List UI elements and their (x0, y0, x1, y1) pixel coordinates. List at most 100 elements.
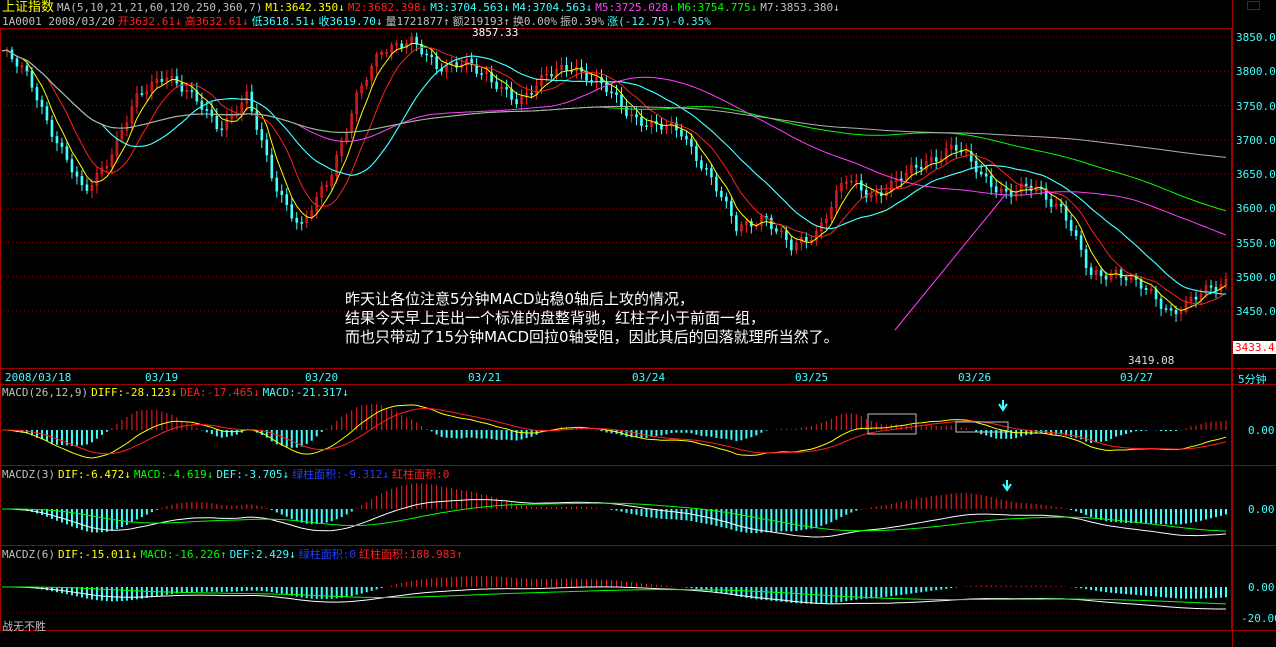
date-tick: 03/25 (795, 371, 829, 384)
candle-body (705, 167, 708, 170)
candle-body (979, 171, 983, 175)
candle-body (190, 90, 194, 92)
candle-body (300, 222, 304, 224)
candle-body (1059, 204, 1063, 207)
candle-body (745, 221, 748, 226)
candle-body (1019, 183, 1023, 193)
candle-body (974, 160, 978, 173)
candle-body (645, 125, 648, 127)
highlight-box (867, 413, 917, 435)
macdz6-dif-line (1, 586, 1227, 610)
candle-body (105, 166, 109, 169)
quote-header: 1A0001 2008/03/20 开3632.61↓ 高3632.61↓ 低3618… (2, 15, 714, 28)
price-tick: 3600.0 (1236, 202, 1276, 216)
candle-body (200, 100, 204, 110)
current-price-tag: 3433.4 (1233, 341, 1276, 354)
candle-body (830, 207, 833, 220)
candle-body (1159, 298, 1163, 309)
indicator-value: DEF:2.429↓ (229, 548, 296, 561)
candle-body (934, 157, 938, 162)
candle-body (120, 130, 124, 139)
candle-body (60, 142, 64, 147)
candle-body (500, 86, 503, 90)
macdz3-header: MACDZ(3) DIF:-6.472↓ MACD:-4.619↓ DEF:-3.70… (2, 468, 452, 481)
candle-body (1074, 230, 1078, 236)
candle-body (1194, 296, 1198, 300)
candle-body (225, 118, 229, 130)
indicator-value: 低3618.51↓ (251, 15, 316, 28)
ma-line (1, 42, 1227, 312)
candle-body (595, 77, 598, 82)
indicator-value: M2:3682.398↓ (347, 1, 428, 14)
candle-body (205, 109, 209, 111)
candle-body (315, 196, 319, 212)
indicator-label: MACD(26,12,9) (2, 386, 89, 399)
candle-body (185, 90, 189, 92)
trend-line (894, 194, 1006, 331)
candle-body (495, 81, 498, 90)
candle-body (695, 146, 698, 161)
candle-body (510, 88, 513, 100)
candle-body (1214, 286, 1218, 291)
period-label[interactable]: 5分钟 (1238, 373, 1267, 386)
indicator-value: 涨(-12.75)-0.35% (607, 15, 711, 28)
candle-body (730, 200, 733, 216)
candle-body (869, 194, 873, 198)
indicator-value: 振0.39% (560, 15, 605, 28)
indicator-value: M3:3704.563↓ (430, 1, 510, 14)
candle-body (640, 116, 643, 126)
candle-body (1079, 235, 1083, 250)
indicator-value: 收3619.70↓ (318, 15, 383, 28)
price-tick: 3700.0 (1236, 133, 1276, 147)
candle-body (10, 49, 14, 60)
candle-body (320, 186, 324, 198)
candle-body (80, 175, 84, 186)
macdz6-header: MACDZ(6) DIF:-15.011↓ MACD:-16.226↑ DEF:2.4… (2, 548, 466, 561)
window-layout-button[interactable] (1247, 1, 1260, 10)
date-tick: 03/27 (1120, 371, 1154, 384)
footer-text: 战无不胜 (2, 620, 46, 633)
candle-body (665, 125, 668, 130)
candle-body (255, 110, 259, 130)
indicator-value: M6:3754.775↓ (677, 1, 758, 14)
candle-body (625, 106, 628, 117)
macdz3-dea-line (1, 502, 1227, 532)
candle-body (1064, 205, 1068, 221)
candle-body (135, 93, 139, 108)
candle-body (805, 237, 808, 242)
candle-body (924, 161, 928, 170)
ma-line (1, 47, 1227, 305)
candle-body (550, 74, 553, 77)
candle-body (1184, 300, 1188, 312)
candle-body (850, 180, 853, 183)
price-tick: 3850.0 (1236, 31, 1276, 44)
candle-body (250, 91, 254, 112)
candle-body (864, 189, 868, 198)
arrow-down-icon (1002, 480, 1012, 492)
candle-body (835, 190, 838, 208)
candle-body (620, 94, 623, 107)
candle-body (395, 43, 398, 46)
candle-body (160, 78, 164, 82)
candle-body (914, 164, 918, 168)
candle-body (155, 78, 159, 83)
indicator-value: 红柱面积:188.983↑ (359, 548, 463, 561)
candle-body (375, 54, 378, 67)
candle-body (45, 106, 49, 121)
indicator-value: MACD:-16.226↑ (140, 548, 227, 561)
candle-body (1164, 308, 1168, 310)
highlight-box (955, 421, 1009, 433)
ma-params: MA(5,10,21,21,60,120,250,360,7) (57, 1, 263, 14)
indicator-value: DEA:-17.465↓ (180, 386, 260, 399)
candle-body (415, 36, 418, 45)
candle-body (1144, 288, 1148, 290)
candle-body (700, 160, 703, 169)
indicator-value: 换0.00% (512, 15, 557, 28)
high-label: 3857.33 (472, 26, 519, 39)
candle-body (1204, 285, 1208, 295)
candle-body (1089, 267, 1093, 276)
candle-body (385, 51, 388, 54)
candle-body (1124, 277, 1128, 281)
candle-body (360, 85, 364, 94)
